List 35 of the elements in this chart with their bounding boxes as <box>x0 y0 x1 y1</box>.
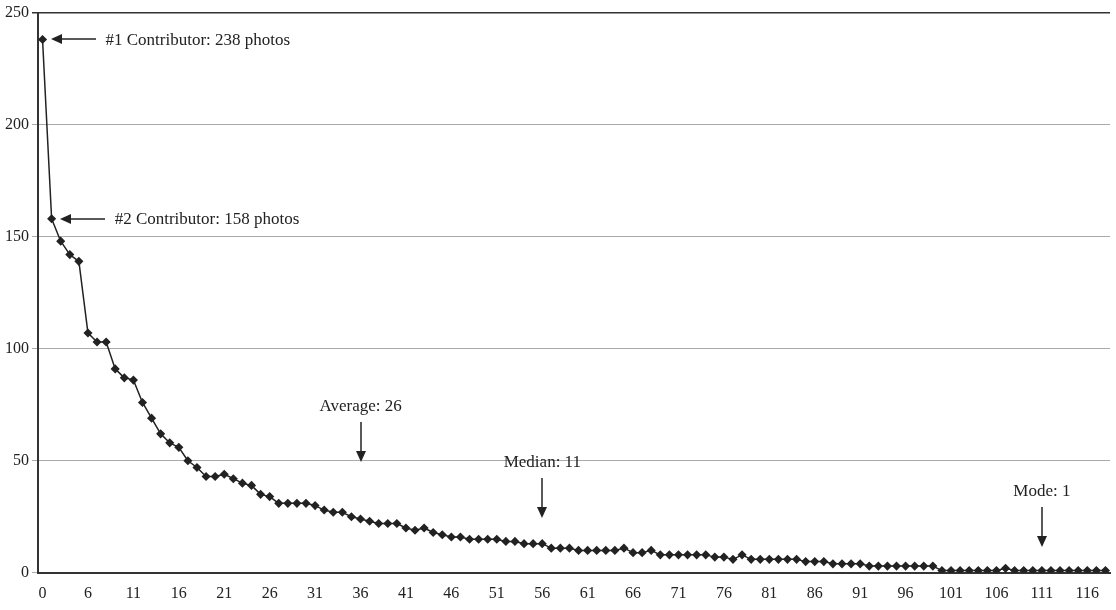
x-tick-label: 26 <box>261 583 278 601</box>
x-tick-label: 71 <box>670 583 687 601</box>
x-tick-label: 6 <box>83 583 92 601</box>
annotation: Average: 26 <box>319 396 402 416</box>
y-tick-label: 50 <box>13 450 29 468</box>
annotation: #2 Contributor: 158 photos <box>114 209 300 229</box>
x-tick-label: 21 <box>216 583 233 601</box>
annotation: Median: 11 <box>503 451 581 471</box>
y-tick-label: 150 <box>5 226 29 244</box>
y-tick-label: 100 <box>5 338 29 356</box>
x-tick-label: 76 <box>715 583 732 601</box>
x-tick-label: 36 <box>352 583 369 601</box>
x-tick-label: 101 <box>939 583 964 601</box>
x-tick-label: 106 <box>984 583 1009 601</box>
x-tick-label: 41 <box>397 583 414 601</box>
x-tick-label: 116 <box>1075 583 1099 601</box>
x-tick-label: 66 <box>625 583 642 601</box>
x-tick-label: 61 <box>579 583 596 601</box>
x-tick-label: 56 <box>534 583 551 601</box>
x-tick-label: 46 <box>443 583 460 601</box>
x-tick-label: 0 <box>38 583 47 601</box>
annotation: Mode: 1 <box>1013 480 1071 500</box>
y-tick-label: 0 <box>21 563 29 580</box>
x-tick-label: 31 <box>307 583 324 601</box>
x-tick-label: 111 <box>1030 583 1054 601</box>
y-tick-label: 200 <box>5 114 29 132</box>
x-tick-label: 81 <box>761 583 778 601</box>
x-tick-label: 16 <box>170 583 187 601</box>
x-tick-label: 91 <box>852 583 869 601</box>
annotation: #1 Contributor: 238 photos <box>105 29 291 49</box>
x-tick-label: 11 <box>125 583 142 601</box>
y-tick-label: 250 <box>5 2 29 20</box>
x-tick-label: 96 <box>897 583 914 601</box>
x-tick-label: 86 <box>806 583 823 601</box>
x-tick-label: 51 <box>488 583 505 601</box>
